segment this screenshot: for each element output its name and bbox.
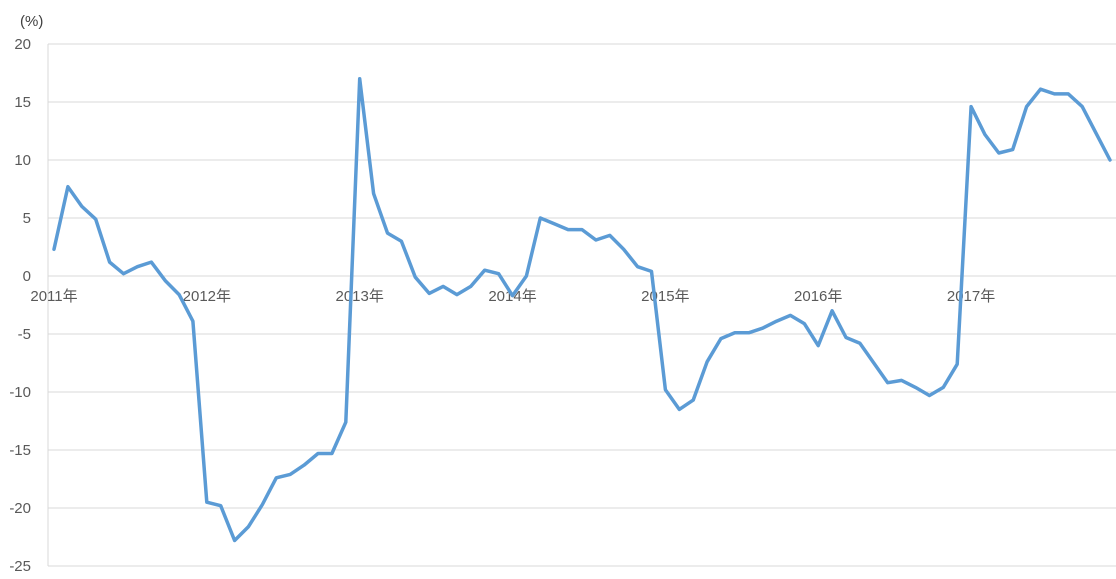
x-tick-label: 2015年: [641, 288, 689, 305]
y-tick-label: -25: [9, 558, 31, 575]
y-tick-label: 20: [14, 36, 31, 53]
series-lines: [52, 77, 1112, 543]
y-tick-label: 15: [14, 94, 31, 111]
y-tick-label: -20: [9, 500, 31, 517]
y-tick-label: -15: [9, 442, 31, 459]
x-tick-label: 2011年: [30, 288, 77, 305]
y-tick-label: 0: [23, 268, 31, 285]
y-tick-label: -5: [18, 326, 31, 343]
y-tick-label: -10: [9, 384, 31, 401]
series-line-0: [52, 77, 1112, 543]
x-tick-label: 2013年: [335, 288, 383, 305]
y-axis-unit-label: (%): [20, 13, 43, 30]
y-axis-tick-labels: 20 15 10 5 0 -5 -10 -15 -20 -25: [9, 36, 31, 575]
x-tick-label: 2016年: [794, 288, 842, 305]
y-tick-label: 5: [23, 210, 31, 227]
x-tick-label: 2017年: [947, 288, 995, 305]
x-tick-label: 2012年: [183, 288, 231, 305]
y-tick-label: 10: [14, 152, 31, 169]
gridlines: [47, 43, 1116, 567]
